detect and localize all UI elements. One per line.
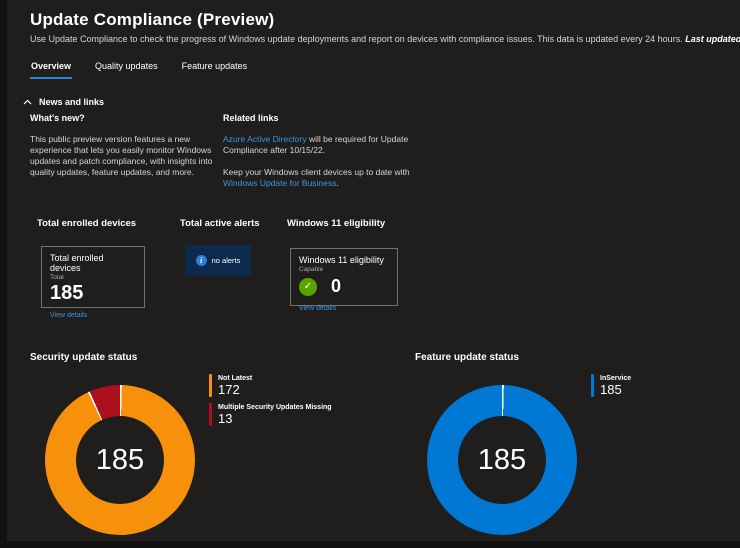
related-links-column: Related links Azure Active Directory wil…	[223, 113, 423, 189]
related-links-heading: Related links	[223, 113, 279, 123]
security-donut-hole: 185	[76, 416, 164, 504]
feature-donut-hole: 185	[458, 416, 546, 504]
metric-label: Capable	[299, 266, 324, 273]
enrolled-view-details-link[interactable]: View details	[50, 312, 88, 319]
news-and-links-toggle[interactable]: News and links	[23, 97, 104, 107]
eligibility-view-details-link[interactable]: View details	[299, 305, 337, 312]
bottom-gutter	[0, 541, 740, 548]
related-link-aad-paragraph: Azure Active Directory will be required …	[223, 134, 423, 156]
info-icon: i	[195, 255, 207, 266]
related-link-wufb-paragraph: Keep your Windows client devices up to d…	[223, 167, 423, 189]
active-alerts-tile: i no alerts	[185, 245, 251, 276]
legend-swatch-orange	[209, 374, 212, 397]
security-donut-total: 185	[95, 443, 145, 476]
wufb-paragraph-text: Keep your Windows client devices up to d…	[223, 167, 410, 177]
card-title: Windows 11 eligibility	[299, 255, 384, 265]
description-text: Use Update Compliance to check the progr…	[30, 34, 686, 44]
total-enrolled-devices-card: Total enrolled devices Total 185 View de…	[41, 246, 145, 319]
no-alerts-text: no alerts	[211, 256, 241, 265]
page-title: Update Compliance (Preview)	[30, 10, 275, 29]
legend-item-not-latest: Not Latest 172	[209, 374, 332, 397]
news-and-links-label: News and links	[39, 97, 105, 107]
feature-update-status-title: Feature update status	[415, 352, 519, 363]
tab-overview[interactable]: Overview	[30, 59, 73, 79]
azure-active-directory-link[interactable]: Azure Active Directory	[223, 134, 307, 144]
whats-new-column: What's new? This public preview version …	[30, 113, 226, 178]
tab-feature-updates[interactable]: Feature updates	[181, 61, 248, 71]
enrolled-devices-count: 185	[50, 282, 84, 304]
legend-swatch-red	[209, 403, 212, 426]
windows-11-eligibility-card: Windows 11 eligibility Capable ✓ 0 View …	[290, 248, 398, 312]
total-active-alerts-heading: Total active alerts	[180, 218, 260, 229]
legend-swatch-blue	[591, 374, 594, 397]
tab-bar: Overview Quality updates Feature updates	[30, 59, 248, 79]
whats-new-body: This public preview version features a n…	[30, 134, 213, 177]
security-donut-chart[interactable]: 185	[45, 385, 195, 535]
total-enrolled-devices-heading: Total enrolled devices	[37, 218, 137, 229]
left-gutter	[0, 0, 7, 548]
legend-label: InService	[600, 375, 632, 382]
legend-value: 13	[218, 411, 233, 426]
card-title: Total enrolled devices	[50, 253, 104, 273]
legend-value: 185	[600, 382, 622, 397]
security-update-status-title: Security update status	[30, 352, 138, 363]
legend-value: 172	[218, 382, 240, 397]
workbook-content: Update Compliance (Preview) Use Update C…	[7, 0, 740, 541]
capable-count: 0	[331, 276, 342, 296]
security-chart-legend: Not Latest 172 Multiple Security Updates…	[209, 374, 332, 426]
wufb-paragraph-period: .	[336, 178, 339, 188]
legend-item-inservice: InService 185	[591, 374, 631, 397]
windows-update-for-business-link[interactable]: Windows Update for Business	[223, 178, 337, 188]
whats-new-heading: What's new?	[30, 113, 85, 123]
tab-quality-updates[interactable]: Quality updates	[95, 61, 158, 71]
legend-item-multiple-missing: Multiple Security Updates Missing 13	[209, 403, 332, 426]
windows-11-eligibility-heading: Windows 11 eligibility	[287, 218, 386, 229]
feature-donut-total: 185	[477, 443, 527, 476]
last-updated-text: Last updated: 9/14/2022	[685, 34, 740, 44]
feature-chart-legend: InService 185	[591, 374, 631, 397]
metric-label: Total	[50, 274, 64, 281]
checkmark-icon: ✓	[299, 277, 317, 296]
legend-label: Multiple Security Updates Missing	[218, 404, 332, 411]
page-description: Use Update Compliance to check the progr…	[30, 34, 740, 44]
aad-paragraph-text: will be required for Update Compliance a…	[223, 134, 409, 155]
legend-label: Not Latest	[218, 375, 253, 382]
feature-donut-chart[interactable]: 185	[427, 385, 577, 535]
chevron-up-icon	[23, 99, 32, 105]
